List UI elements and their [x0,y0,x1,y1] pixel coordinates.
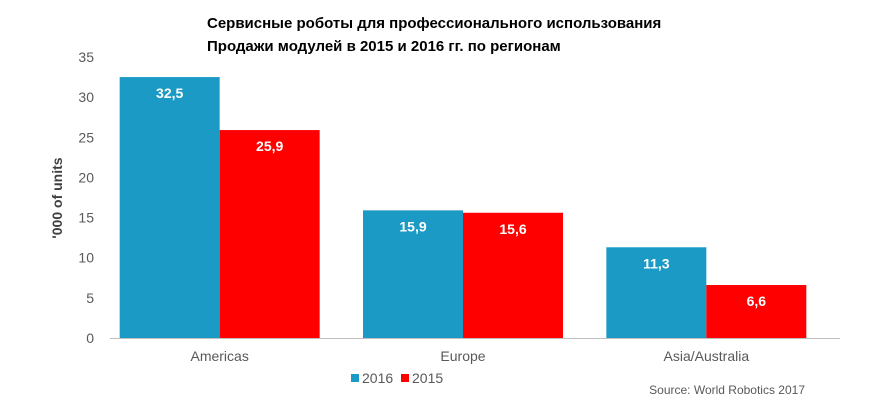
data-label: 15,9 [399,218,426,234]
bar-2016-europe [363,210,463,338]
legend-swatch-2015 [401,374,409,382]
y-tick-label: 0 [86,330,94,346]
legend-label-2016: 2016 [362,370,393,386]
x-category-label: Americas [190,348,248,364]
data-label: 15,6 [499,221,526,237]
bar-2015-europe [463,212,563,338]
bar-2016-americas [119,77,220,339]
y-tick-label: 10 [78,250,94,266]
y-axis-ticks: 0 5 10 15 20 25 30 35 [78,49,94,346]
bar-2015-asia-australia [706,285,807,338]
legend-label-2015: 2015 [412,370,443,386]
bar-2015-americas [219,130,320,338]
legend: 2016 2015 [351,370,443,386]
chart-subtitle: Продажи модулей в 2015 и 2016 гг. по рег… [207,38,561,55]
y-tick-label: 15 [78,210,94,226]
x-category-label: Europe [440,348,485,364]
y-tick-label: 20 [78,169,94,185]
y-tick-label: 5 [86,290,94,306]
y-axis-label: '000 of units [49,157,65,238]
y-tick-label: 35 [78,49,94,65]
data-label: 32,5 [156,85,183,101]
chart-title: Сервисные роботы для профессионального и… [207,15,661,32]
data-label: 6,6 [747,293,767,309]
y-tick-label: 30 [78,89,94,105]
bars-group: 32,5 25,9 15,9 15,6 11,3 6,6 [119,77,807,339]
y-tick-label: 25 [78,129,94,145]
data-label: 11,3 [643,255,670,271]
bar-2016-asia-australia [606,247,707,338]
x-category-label: Asia/Australia [664,348,750,364]
legend-swatch-2016 [351,374,359,382]
source-note: Source: World Robotics 2017 [649,383,805,397]
data-label: 25,9 [256,138,283,154]
category-labels: Americas Europe Asia/Australia [190,348,749,364]
